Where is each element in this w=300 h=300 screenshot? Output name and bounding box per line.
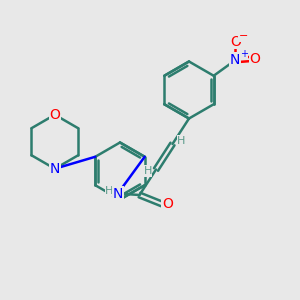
Text: +: +: [240, 49, 248, 58]
Text: O: O: [162, 197, 173, 211]
Text: O: O: [50, 108, 60, 122]
Text: H: H: [105, 185, 114, 196]
Text: H: H: [177, 136, 186, 146]
Text: O: O: [249, 52, 260, 66]
Text: H: H: [143, 166, 152, 176]
Text: N: N: [230, 53, 241, 67]
Text: O: O: [230, 34, 241, 49]
Text: N: N: [50, 162, 60, 176]
Text: −: −: [239, 31, 248, 41]
Text: N: N: [113, 187, 123, 200]
